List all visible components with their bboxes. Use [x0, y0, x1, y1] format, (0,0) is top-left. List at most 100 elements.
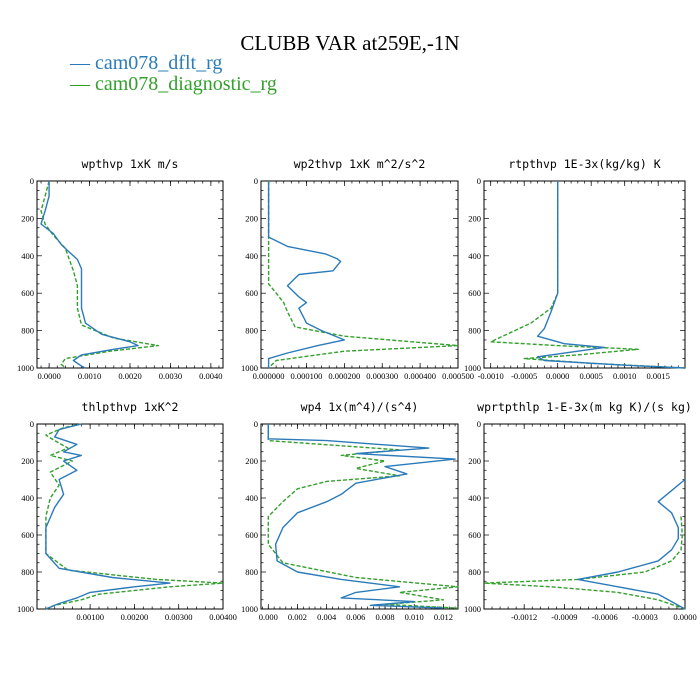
x-tick-label: 0.000100 [291, 371, 323, 381]
series-line-1 [490, 181, 686, 369]
x-tick-label: 0.000300 [366, 371, 398, 381]
x-tick-label: -0.0006 [591, 612, 617, 622]
y-tick-label: 1000 [241, 604, 258, 614]
panel-title: wp4 1x(m^4)/(s^4) [301, 400, 419, 414]
x-tick-label: 0.000400 [404, 371, 436, 381]
plot-frame [260, 180, 459, 369]
panel-title: wp2thvp 1xK m^2/s^2 [294, 157, 426, 171]
x-tick-label: -0.0009 [551, 612, 577, 622]
y-tick-label: 400 [245, 493, 258, 503]
panel-5: wprtpthlp 1-E-3x(m kg K)/(s kg) 0 200 400 60… [464, 400, 697, 622]
x-tick-label: -0.0003 [632, 612, 658, 622]
panel-title: rtpthvp 1E-3x(kg/kg) K [508, 157, 660, 171]
y-tick-label: 600 [245, 530, 258, 540]
panel-title: thlpthvp 1xK^2 [82, 400, 179, 414]
y-tick-label: 1000 [241, 363, 258, 373]
x-tick-label: 0.0000 [673, 612, 696, 622]
y-tick-label: 400 [21, 493, 34, 503]
legend-label-0: cam078_dflt_rg [95, 52, 222, 74]
y-tick-label: 0 [30, 176, 34, 186]
x-tick-label: 0.00300 [165, 612, 193, 622]
y-tick-label: 800 [21, 567, 34, 577]
x-tick-label: 0.00400 [209, 612, 237, 622]
x-tick-label: 0.008 [375, 612, 394, 622]
y-tick-label: 600 [468, 288, 481, 298]
x-tick-label: 0.0010 [78, 371, 101, 381]
y-tick-label: 400 [468, 251, 481, 261]
y-tick-label: 600 [21, 288, 34, 298]
x-tick-label: 0.0015 [647, 371, 670, 381]
y-tick-label: 800 [245, 567, 258, 577]
legend-label-1: cam078_diagnostic_rg [95, 73, 277, 95]
y-tick-label: 400 [245, 251, 258, 261]
x-tick-label: 0.010 [405, 612, 424, 622]
series-line-0 [267, 181, 345, 368]
plot-frame [36, 180, 224, 369]
series-line-1 [483, 516, 686, 610]
y-tick-label: 400 [468, 493, 481, 503]
y-tick-label: 0 [30, 419, 34, 429]
series-line-1 [267, 424, 459, 609]
x-tick-label: 0.0005 [580, 371, 603, 381]
x-tick-label: 0.002 [288, 612, 307, 622]
x-tick-label: 0.000 [259, 612, 278, 622]
series-line-1 [40, 180, 160, 369]
y-tick-label: 1000 [464, 604, 481, 614]
y-tick-label: 200 [21, 456, 34, 466]
panel-1: wp2thvp 1xK m^2/s^2 0 200 400 600 800 1000 0.00… [241, 157, 474, 381]
y-tick-label: 400 [21, 251, 34, 261]
x-tick-label: 0.0000 [546, 371, 569, 381]
x-tick-label: 0.0040 [199, 371, 222, 381]
y-tick-label: 200 [468, 456, 481, 466]
x-tick-label: 0.0030 [159, 371, 182, 381]
x-tick-label: 0.006 [346, 612, 365, 622]
series-line-0 [40, 181, 139, 369]
y-tick-label: 800 [468, 567, 481, 577]
y-tick-label: 0 [254, 176, 258, 186]
figure-title: CLUBB VAR at259E,-1N [240, 31, 459, 55]
x-tick-label: 0.000500 [442, 371, 474, 381]
x-tick-label: 0.004 [317, 612, 337, 622]
y-tick-label: 200 [245, 456, 258, 466]
x-tick-label: 0.0020 [118, 371, 141, 381]
y-tick-label: 800 [21, 326, 34, 336]
legend-mark-0: — [69, 52, 95, 74]
x-tick-label: 0.0010 [613, 371, 636, 381]
x-tick-label: 0.012 [434, 612, 453, 622]
legend: — cam078_dflt_rg — cam078_diagnostic_rg [69, 52, 277, 95]
x-tick-label: 0.000200 [328, 371, 360, 381]
y-tick-label: 200 [21, 213, 34, 223]
plot-frame [483, 180, 686, 369]
panel-title: wpthvp 1xK m/s [82, 157, 179, 171]
legend-entry-0: — cam078_dflt_rg [69, 52, 222, 74]
y-tick-label: 600 [21, 530, 34, 540]
y-tick-label: 200 [468, 213, 481, 223]
y-tick-label: 1000 [17, 363, 34, 373]
y-tick-label: 0 [477, 176, 481, 186]
x-tick-label: 0.00100 [76, 612, 104, 622]
y-tick-label: 1000 [17, 604, 34, 614]
legend-mark-1: — [69, 73, 95, 95]
x-tick-label: -0.0005 [511, 371, 537, 381]
y-tick-label: 0 [254, 419, 258, 429]
x-tick-label: -0.0012 [511, 612, 537, 622]
series-line-1 [45, 423, 224, 610]
y-tick-label: 200 [245, 213, 258, 223]
series-line-0 [577, 478, 686, 610]
y-tick-label: 800 [245, 326, 258, 336]
panel-title: wprtpthlp 1-E-3x(m kg K)/(s kg) [477, 400, 692, 414]
legend-entry-1: — cam078_diagnostic_rg [69, 73, 277, 95]
x-tick-label: 0.00200 [121, 612, 149, 622]
y-tick-label: 600 [245, 288, 258, 298]
series-line-0 [45, 423, 171, 610]
panel-2: rtpthvp 1E-3x(kg/kg) K02004006008001000-… [464, 157, 686, 381]
series-line-0 [536, 181, 686, 369]
y-tick-label: 1000 [464, 363, 481, 373]
y-tick-label: 0 [477, 419, 481, 429]
series-line-0 [267, 424, 456, 609]
series-line-1 [267, 181, 459, 369]
